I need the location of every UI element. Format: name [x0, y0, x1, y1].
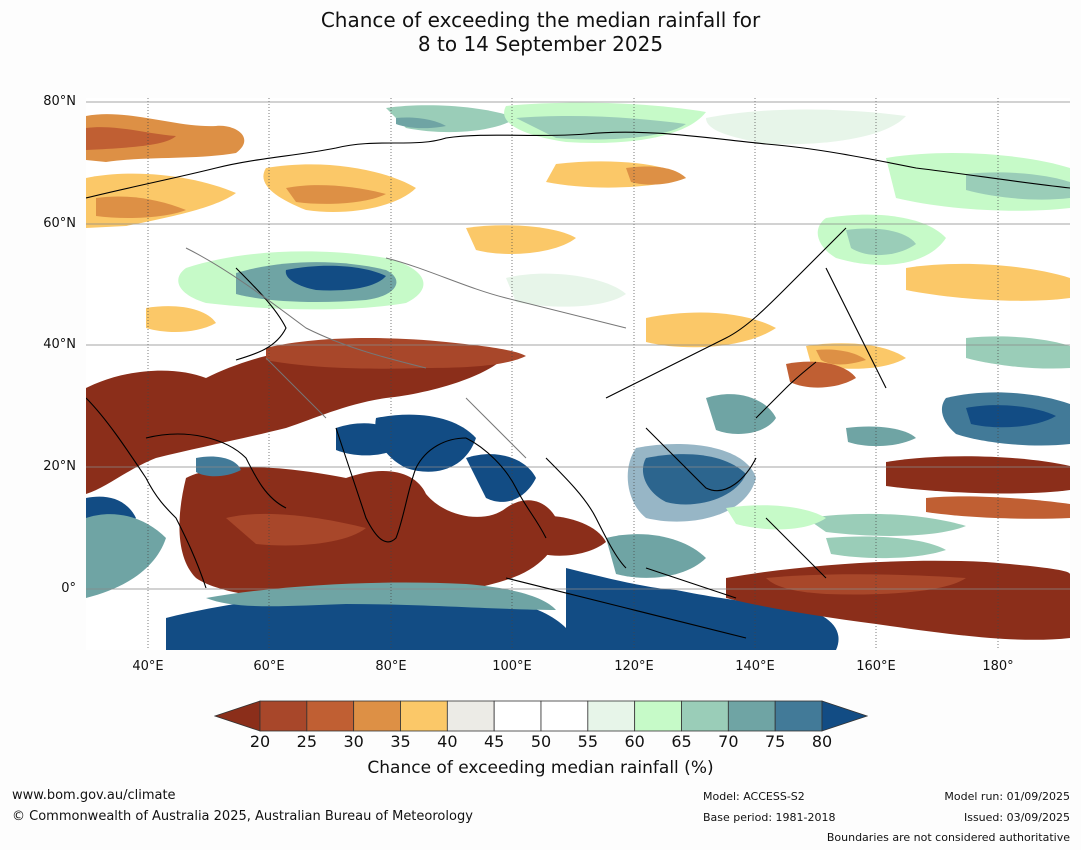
coastlines [86, 131, 1070, 639]
colorbar-cell [587, 700, 636, 732]
dry-anomalies-west [86, 338, 559, 603]
pacific-anomalies [726, 361, 1070, 640]
footer-base-period: Base period: 1981-2018 [703, 811, 836, 824]
colorbar-cell [681, 700, 729, 732]
footer-website: www.bom.gov.au/climate [12, 788, 176, 803]
colorbar-cell [400, 700, 448, 732]
country-boundaries [185, 247, 627, 459]
lat-label-60n: 60°N [43, 216, 76, 231]
lon-label-180: 180° [982, 659, 1014, 674]
lat-label-40n: 40°N [43, 337, 76, 352]
colorbar-cell [774, 700, 823, 732]
colorbar-extend-high [821, 700, 868, 732]
lat-label-0: 0° [61, 581, 76, 596]
colorbar-cell [634, 700, 682, 732]
rainfall-map [86, 98, 1070, 650]
colorbar-tick-label: 65 [671, 732, 692, 751]
colorbar-label: Chance of exceeding median rainfall (%) [367, 758, 714, 778]
colorbar-cells [214, 700, 868, 732]
central-asia-anomalies [146, 225, 906, 369]
colorbar-tick-label: 50 [530, 732, 552, 751]
map-title: Chance of exceeding the median rainfall … [0, 8, 1081, 56]
colorbar-tick-label: 60 [624, 732, 645, 751]
lon-label-100e: 100°E [492, 659, 532, 674]
lon-label-80e: 80°E [375, 659, 407, 674]
footer-model: Model: ACCESS-S2 [703, 790, 805, 803]
lon-label-160e: 160°E [856, 659, 896, 674]
lon-label-40e: 40°E [132, 659, 164, 674]
footer-model-run: Model run: 01/09/2025 [944, 790, 1070, 803]
map-canvas [86, 98, 1070, 650]
colorbar-tick-label: 40 [437, 732, 458, 751]
colorbar-cell [353, 700, 401, 732]
colorbar-tick-label: 75 [764, 732, 786, 751]
footer-disclaimer: Boundaries are not considered authoritat… [826, 831, 1070, 844]
footer-copyright: © Commonwealth of Australia 2025, Austra… [12, 809, 473, 824]
colorbar-tick-label: 45 [483, 732, 505, 751]
lon-label-140e: 140°E [735, 659, 775, 674]
lat-label-80n: 80°N [43, 94, 76, 109]
colorbar-tick-label: 20 [249, 732, 271, 751]
map-gridlines [147, 98, 999, 650]
title-line-1: Chance of exceeding the median rainfall … [320, 8, 761, 32]
lon-label-120e: 120°E [614, 659, 654, 674]
northern-anomalies [86, 102, 1070, 369]
lon-label-60e: 60°E [253, 659, 285, 674]
colorbar-cell [493, 700, 542, 732]
colorbar-cell [259, 700, 308, 732]
colorbar-tick-label: 35 [390, 732, 411, 751]
lat-label-20n: 20°N [43, 459, 76, 474]
colorbar-tick-label: 80 [811, 732, 833, 751]
colorbar [214, 700, 868, 732]
colorbar-tick-label: 25 [296, 732, 317, 751]
colorbar-cell [446, 700, 495, 732]
colorbar-cell [306, 700, 355, 732]
title-line-2: 8 to 14 September 2025 [417, 32, 664, 56]
colorbar-tick-label: 55 [577, 732, 598, 751]
colorbar-tick-label: 30 [343, 732, 364, 751]
footer-issued: Issued: 03/09/2025 [963, 811, 1070, 824]
colorbar-extend-low [214, 700, 261, 732]
colorbar-tick-label: 70 [718, 732, 739, 751]
colorbar-cell [540, 700, 589, 732]
colorbar-cell [727, 700, 776, 732]
